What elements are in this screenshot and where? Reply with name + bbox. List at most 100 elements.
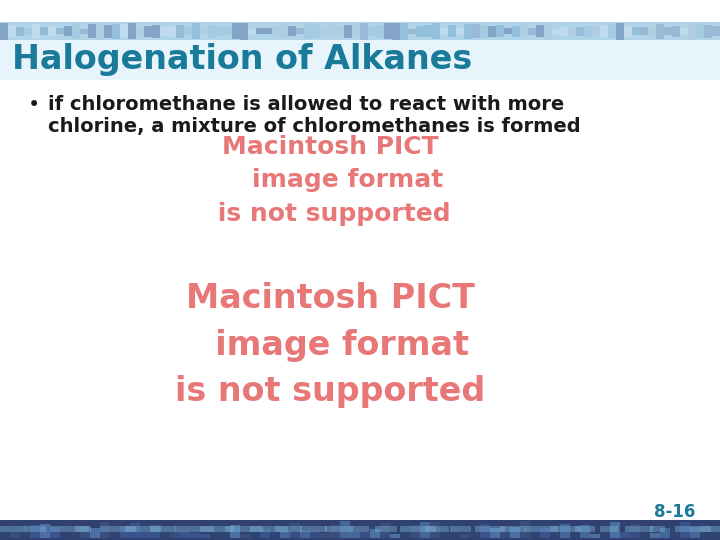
Bar [72, 23, 80, 39]
Bar [0, 526, 26, 532]
Bar [560, 524, 570, 538]
Bar [440, 28, 448, 35]
Bar [175, 526, 214, 532]
Bar [60, 534, 70, 538]
Bar [16, 27, 24, 36]
Bar [190, 533, 200, 538]
Bar [704, 25, 712, 38]
Bar [370, 529, 380, 538]
Bar [312, 24, 320, 38]
Bar [125, 526, 161, 532]
Bar [590, 534, 600, 538]
Bar [480, 524, 490, 538]
Bar [656, 24, 664, 39]
Bar [380, 523, 390, 538]
Bar [410, 525, 420, 538]
Bar [96, 23, 104, 40]
Bar [8, 25, 16, 37]
Bar [232, 23, 240, 39]
Text: Macintosh PICT
    image format
 is not supported: Macintosh PICT image format is not suppo… [210, 134, 451, 226]
Bar [450, 523, 460, 538]
Bar [510, 527, 520, 538]
Bar [392, 23, 400, 40]
Bar [536, 25, 544, 37]
Bar [550, 523, 560, 538]
Text: chlorine, a mixture of chloromethanes is formed: chlorine, a mixture of chloromethanes is… [48, 117, 580, 136]
Bar [710, 525, 720, 538]
Bar [416, 26, 424, 37]
Bar [648, 27, 656, 36]
Bar [200, 534, 210, 538]
Text: Macintosh PICT
  image format
is not supported: Macintosh PICT image format is not suppo… [175, 282, 485, 408]
Bar [600, 526, 618, 532]
Bar [425, 526, 449, 532]
Bar [208, 25, 216, 38]
Bar [80, 527, 90, 538]
Bar [0, 23, 8, 40]
Bar [552, 29, 560, 34]
Bar [376, 25, 384, 38]
Bar [650, 526, 665, 532]
Bar [90, 528, 100, 538]
Bar [320, 533, 330, 538]
Bar [88, 24, 96, 38]
Bar [80, 29, 88, 34]
Bar [216, 27, 224, 36]
Bar [75, 526, 91, 532]
Bar [660, 528, 670, 538]
Bar [480, 25, 488, 38]
Bar [50, 527, 60, 538]
Bar [620, 532, 630, 538]
Bar [225, 526, 263, 532]
Bar [584, 26, 592, 37]
Bar [504, 28, 512, 34]
Bar [456, 28, 464, 35]
Bar [296, 28, 304, 34]
Bar [688, 23, 696, 39]
Bar [280, 24, 288, 38]
Bar [264, 28, 272, 34]
Bar [144, 26, 152, 37]
Bar [275, 526, 302, 532]
Bar [352, 25, 360, 37]
Bar [152, 25, 160, 38]
Bar [712, 26, 720, 36]
Bar [56, 28, 64, 34]
Bar [240, 534, 250, 538]
Bar [280, 531, 290, 538]
Bar [288, 26, 296, 36]
Bar [120, 526, 130, 538]
Bar [180, 531, 190, 538]
Bar [650, 533, 660, 538]
Bar [336, 26, 344, 37]
Bar [224, 27, 232, 35]
Bar [675, 526, 711, 532]
Bar [375, 526, 397, 532]
Bar [400, 521, 410, 538]
Bar [344, 25, 352, 38]
Bar [664, 27, 672, 35]
Bar [520, 25, 528, 37]
Bar [400, 526, 436, 532]
Bar [260, 529, 270, 538]
Bar [592, 26, 600, 37]
Bar [470, 523, 480, 538]
Text: if chloromethane is allowed to react with more: if chloromethane is allowed to react wit… [48, 95, 564, 114]
Bar [64, 26, 72, 36]
Bar [368, 27, 376, 36]
Bar [170, 531, 180, 538]
Bar [680, 28, 688, 35]
Bar [70, 534, 80, 538]
Bar [120, 24, 128, 38]
Bar [24, 28, 32, 35]
Bar [390, 534, 400, 538]
Bar [520, 521, 530, 538]
Bar [580, 525, 590, 538]
Bar [432, 23, 440, 39]
Bar [310, 530, 320, 538]
Bar [696, 24, 704, 38]
Bar [690, 527, 700, 538]
Bar [560, 27, 568, 36]
Bar [248, 29, 256, 34]
Bar [384, 23, 392, 39]
